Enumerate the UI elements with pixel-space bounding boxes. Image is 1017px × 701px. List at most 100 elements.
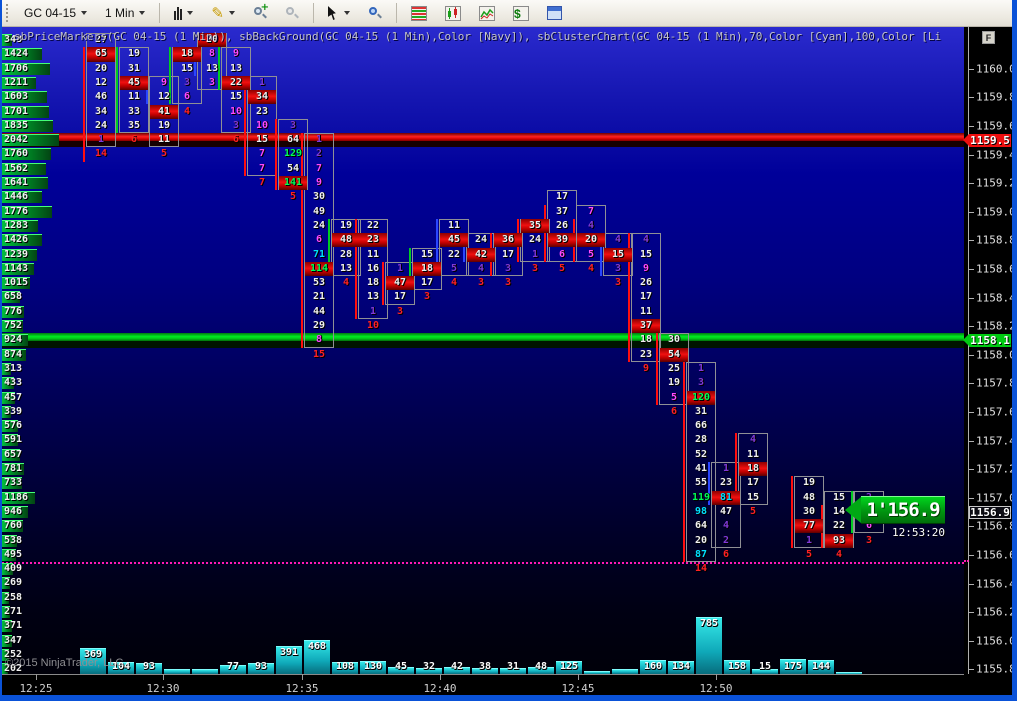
drawing-tools-button[interactable]: ✎ <box>204 2 242 25</box>
profile-value: 1706 <box>4 62 29 74</box>
cluster-cell: 28 <box>339 248 353 260</box>
dollar-icon: $ <box>512 5 529 21</box>
time-label: 12:45 <box>561 682 595 695</box>
time-tick <box>716 674 717 680</box>
cluster-cell: 25 <box>667 362 681 374</box>
candle-wick <box>791 476 793 548</box>
resistance-band-shadow <box>2 141 964 148</box>
market-depth-button[interactable] <box>404 2 434 25</box>
price-tick <box>968 612 974 614</box>
profile-bar <box>2 134 59 147</box>
cluster-cell: 31 <box>694 405 708 417</box>
cluster-cell: 4 <box>477 262 485 274</box>
zoom-in-button[interactable]: + <box>246 2 274 24</box>
chevron-down-icon <box>187 11 194 15</box>
chevron-down-icon <box>343 11 350 15</box>
profile-value: 1015 <box>4 277 29 289</box>
plot-area[interactable]: sbPriceMarkers(GC 04-15 (1 Min)), sbBack… <box>2 27 964 695</box>
cluster-cell: 22 <box>222 75 250 91</box>
volume-bar <box>640 660 666 674</box>
cluster-cell: 21 <box>312 291 326 303</box>
profile-value: 1641 <box>4 177 29 188</box>
volume-bar <box>108 662 134 674</box>
cluster-cell: 24 <box>474 234 488 246</box>
cluster-cell: 15 <box>180 62 194 74</box>
volume-value: 77 <box>226 661 240 672</box>
cluster-cell: 17 <box>639 291 653 303</box>
profile-bar <box>2 548 16 561</box>
resistance-price-tag: 1159.5 <box>963 133 1011 147</box>
cluster-cell: 119 <box>691 491 711 503</box>
cluster-cell: 42 <box>467 247 495 262</box>
profile-value: 1760 <box>4 148 29 160</box>
profile-bar <box>2 48 42 61</box>
profile-value: 313 <box>4 362 23 374</box>
account-button[interactable]: $ <box>506 2 536 25</box>
cluster-cell: 22 <box>366 219 380 231</box>
bar-type-button[interactable] <box>167 3 200 24</box>
cluster-cell: 45 <box>440 233 468 248</box>
cursor-tool-button[interactable] <box>321 2 357 24</box>
cluster-cell: 16 <box>366 262 380 274</box>
cluster-column-box <box>439 218 469 277</box>
profile-bar <box>2 105 50 118</box>
candle-wick <box>301 133 303 348</box>
time-axis[interactable]: 12:25 12:30 12:35 12:40 12:45 12:50 <box>2 674 964 695</box>
volume-value: 125 <box>559 661 579 672</box>
cluster-cell: 14 <box>832 505 846 517</box>
cluster-cell: 7 <box>258 148 266 160</box>
cluster-cell: 6 <box>183 91 191 103</box>
cluster-cell: 10 <box>229 105 243 117</box>
cluster-cell: 13 <box>366 291 380 303</box>
cluster-cell: 2 <box>722 534 730 546</box>
cluster-delta: 4 <box>587 262 595 274</box>
candle-wick <box>409 247 411 291</box>
zoom-out-button[interactable] <box>278 2 306 24</box>
cluster-column-box <box>466 233 496 277</box>
profile-bar <box>2 405 12 418</box>
profile-bar <box>2 348 27 361</box>
toolbar-grip[interactable] <box>6 4 11 22</box>
profile-bar <box>2 477 23 490</box>
profile-bar <box>2 305 24 318</box>
candle-wick <box>244 75 246 176</box>
zoom-out-icon <box>285 6 299 20</box>
cluster-delta: 6 <box>232 134 240 146</box>
cluster-cell: 6 <box>865 520 873 532</box>
cluster-delta: 4 <box>450 277 458 289</box>
f-button[interactable]: F <box>982 31 995 44</box>
cluster-cell: 9 <box>160 76 168 88</box>
settlement-axis-tick <box>964 560 969 562</box>
profile-value: 538 <box>4 534 23 546</box>
cluster-cell: 64 <box>286 134 300 146</box>
profile-value: 371 <box>4 620 23 632</box>
line-chart-icon <box>478 5 495 21</box>
price-axis[interactable]: F 1160.0 1159.8 1159.6 1159.4 1159.2 1159.0 11… <box>963 27 1012 695</box>
price-tick <box>968 354 974 356</box>
price-label: 1158.4 <box>976 291 1016 305</box>
price-label: 1156.6 <box>976 548 1016 562</box>
cluster-cell: 3 <box>614 262 622 274</box>
price-label: 1155.8 <box>976 662 1016 676</box>
cluster-cell: 4 <box>642 234 650 246</box>
volume-value: 175 <box>783 661 803 672</box>
panel-button[interactable] <box>540 2 569 24</box>
price-tick <box>968 497 974 499</box>
interval-selector[interactable]: 1 Min <box>98 2 152 24</box>
chart-line-button[interactable] <box>472 2 502 25</box>
profile-value: 591 <box>4 434 23 446</box>
toolbar-separator <box>159 3 161 23</box>
data-box-button[interactable] <box>361 2 389 24</box>
candle-wick <box>463 233 465 262</box>
cluster-cell: 66 <box>694 420 708 432</box>
cluster-delta: 3 <box>423 291 431 303</box>
cluster-cell: 6 <box>558 248 566 260</box>
instrument-selector[interactable]: GC 04-15 <box>17 2 94 24</box>
chart-candles-button[interactable] <box>438 2 468 25</box>
candle-wick <box>382 261 384 305</box>
profile-value: 733 <box>4 477 23 489</box>
profile-bar <box>2 391 15 404</box>
cluster-cell: 28 <box>694 434 708 446</box>
volume-value: 104 <box>111 661 131 672</box>
cluster-cell: 15 <box>832 491 846 503</box>
